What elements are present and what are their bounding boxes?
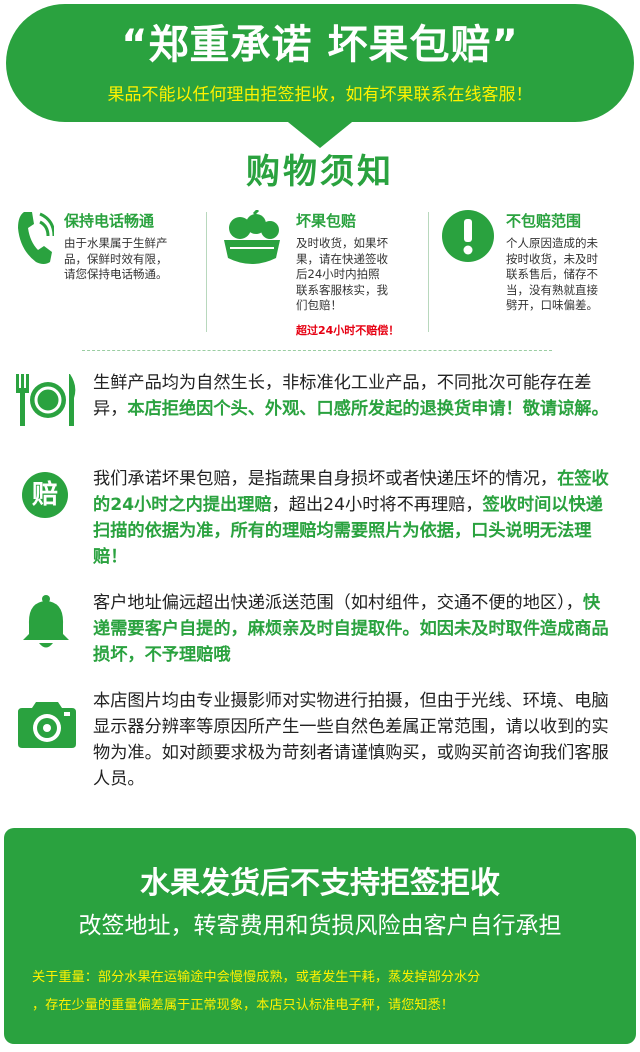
fruit-basket-icon: [224, 210, 280, 264]
notice-item-photo-color: 本店图片均由专业摄影师对实物进行拍摄，但由于光线、环境、电脑显示器分辨率等原因所…: [0, 688, 640, 798]
notice-text: 我们承诺坏果包赔，是指蔬果自身损坏或者快递压坏的情况，在签收的24小时之内提出理…: [93, 466, 613, 570]
column-divider: [428, 212, 429, 332]
notice-item-remote-address: 客户地址偏远超出快递派送范围（如村组件，交通不便的地区），快递需要客户自提的，麻…: [0, 590, 640, 670]
column-bad-fruit-text: 及时收货，如果坏 果，请在快递签收 后24小时内拍照 联系客服核实，我 们包赔！: [296, 236, 416, 314]
weight-note-line: ，存在少量的重量偏差属于正常现象，本店只认标准电子秤，请您知悉！: [32, 998, 454, 1013]
highlight-segment: 本店拒绝因个头、外观、口感所发起的退换货申请！敬请谅解。: [127, 399, 609, 419]
plate-cutlery-icon: [16, 374, 76, 426]
column-bad-fruit-line: 后24小时内拍照: [296, 267, 380, 281]
column-exclusions-text: 个人原因造成的未 按时收货，未及时 联系售后，储存不 当，没有熟就直接 劈开，口…: [506, 236, 630, 314]
column-exclusions-line: 按时收货，未及时: [506, 251, 598, 266]
compensation-icon: 赔: [22, 472, 68, 518]
weight-note-line: 关于重量：部分水果在运输途中会慢慢成熟，或者发生干耗，蒸发掉部分水分: [32, 970, 481, 985]
no-refusal-subtitle: 改签地址，转寄费用和货损风险由客户自行承担: [78, 913, 562, 939]
banner-title: “郑重承诺 坏果包赔”: [121, 22, 519, 68]
section-title: 购物须知: [246, 152, 394, 192]
camera-icon: [18, 702, 76, 748]
no-refusal-title: 水果发货后不支持拒签拒收: [140, 866, 500, 901]
column-phone: 保持电话畅通 由于水果属于生鲜产 品，保鲜时效有限， 请您保持电话畅通。: [14, 206, 204, 336]
bell-icon: [23, 595, 69, 648]
compensation-icon-glyph: 赔: [31, 480, 58, 510]
column-bad-fruit-line: 及时收货，如果坏: [296, 236, 388, 250]
column-exclusions-title: 不包赔范围: [506, 212, 582, 230]
column-bad-fruit-line: 们包赔！: [296, 298, 342, 312]
highlight-segment: 在签收的24小时之内提出理赔: [93, 469, 609, 515]
notice-text: 客户地址偏远超出快递派送范围（如村组件，交通不便的地区），快递需要客户自提的，麻…: [93, 590, 613, 668]
column-phone-title: 保持电话畅通: [64, 212, 155, 230]
column-exclusions-line: 当，没有熟就直接: [506, 282, 598, 297]
column-phone-line: 品，保鲜时效有限，: [64, 251, 168, 266]
dashed-divider: [82, 350, 552, 351]
column-bad-fruit-line: 联系客服核实，我: [296, 282, 388, 297]
banner-pointer: [283, 118, 357, 148]
column-exclusions-line: 劈开，口味偏差。: [506, 298, 598, 312]
highlight-segment: 签收时间以快递扫描的依据为准，所有的理赔均需要照片为依据，口头说明无法理赔！: [93, 495, 603, 567]
column-bad-fruit: 坏果包赔 及时收货，如果坏 果，请在快递签收 后24小时内拍照 联系客服核实，我…: [220, 206, 425, 341]
column-exclusions-line: 联系售后，储存不: [506, 267, 598, 281]
column-exclusions: 不包赔范围 个人原因造成的未 按时收货，未及时 联系售后，储存不 当，没有熟就直…: [440, 206, 630, 336]
text-segment: 本店图片均由专业摄影师对实物进行拍摄，但由于光线、环境、电脑显示器分辨率等原因所…: [93, 691, 609, 789]
text-segment: 客户地址偏远超出快递派送范围（如村组件，交通不便的地区），: [93, 593, 583, 613]
notice-text: 本店图片均由专业摄影师对实物进行拍摄，但由于光线、环境、电脑显示器分辨率等原因所…: [93, 688, 613, 792]
text-segment: 我们承诺坏果包赔，是指蔬果自身损坏或者快递压坏的情况，: [93, 469, 558, 489]
no-refusal-box: 水果发货后不支持拒签拒收 改签地址，转寄费用和货损风险由客户自行承担 关于重量：…: [4, 828, 636, 1044]
notice-item-natural-growth: 生鲜产品均为自然生长，非标准化工业产品，不同批次可能存在差异，本店拒绝因个头、外…: [0, 370, 640, 450]
weight-note: 关于重量：部分水果在运输途中会慢慢成熟，或者发生干耗，蒸发掉部分水分 ，存在少量…: [32, 964, 612, 1020]
column-phone-line: 请您保持电话畅通。: [64, 267, 168, 281]
notice-text: 生鲜产品均为自然生长，非标准化工业产品，不同批次可能存在差异，本店拒绝因个头、外…: [93, 370, 613, 422]
banner-subtitle: 果品不能以任何理由拒签拒收，如有坏果联系在线客服！: [107, 85, 533, 105]
highlight-segment: 快递需要客户自提的，麻烦亲及时自提取件。如因未及时取件造成商品损坏，不予理赔哦: [93, 593, 609, 665]
column-divider: [206, 212, 207, 332]
column-bad-fruit-title: 坏果包赔: [296, 212, 357, 230]
notice-item-compensation: 赔 我们承诺坏果包赔，是指蔬果自身损坏或者快递压坏的情况，在签收的24小时之内提…: [0, 466, 640, 576]
exclamation-icon: [442, 210, 494, 262]
column-exclusions-line: 个人原因造成的未: [506, 236, 598, 250]
column-phone-text: 由于水果属于生鲜产 品，保鲜时效有限， 请您保持电话畅通。: [64, 236, 204, 283]
text-segment: 生鲜产品均为自然生长，非标准化工业产品，不同批次可能存在差异，: [93, 373, 592, 419]
column-bad-fruit-line: 果，请在快递签收: [296, 251, 388, 266]
text-segment: ，超出24小时将不再理赔，: [271, 495, 483, 515]
column-phone-line: 由于水果属于生鲜产: [64, 236, 168, 250]
column-bad-fruit-warning: 超过24小时不赔偿！: [296, 324, 400, 337]
phone-icon: [18, 212, 54, 264]
top-banner: [6, 4, 634, 122]
